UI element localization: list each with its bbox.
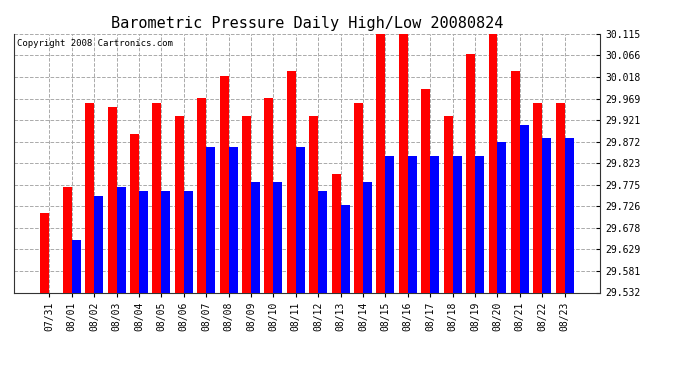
- Bar: [363, 182, 372, 292]
- Bar: [542, 138, 551, 292]
- Bar: [431, 156, 440, 292]
- Bar: [86, 102, 95, 292]
- Bar: [63, 187, 72, 292]
- Bar: [309, 116, 318, 292]
- Bar: [219, 76, 228, 292]
- Bar: [206, 147, 215, 292]
- Bar: [108, 107, 117, 292]
- Bar: [408, 156, 417, 292]
- Bar: [399, 27, 408, 292]
- Bar: [453, 156, 462, 292]
- Bar: [497, 142, 506, 292]
- Bar: [377, 27, 386, 292]
- Bar: [533, 102, 542, 292]
- Bar: [184, 191, 193, 292]
- Bar: [520, 125, 529, 292]
- Bar: [287, 72, 296, 292]
- Bar: [117, 187, 126, 292]
- Bar: [564, 138, 573, 292]
- Bar: [511, 72, 520, 292]
- Bar: [264, 98, 273, 292]
- Bar: [318, 191, 327, 292]
- Bar: [341, 205, 350, 292]
- Bar: [296, 147, 305, 292]
- Bar: [175, 116, 184, 292]
- Title: Barometric Pressure Daily High/Low 20080824: Barometric Pressure Daily High/Low 20080…: [111, 16, 503, 31]
- Bar: [475, 156, 484, 292]
- Bar: [466, 54, 475, 292]
- Bar: [152, 102, 161, 292]
- Bar: [72, 240, 81, 292]
- Bar: [41, 213, 50, 292]
- Bar: [197, 98, 206, 292]
- Bar: [228, 147, 237, 292]
- Bar: [444, 116, 453, 292]
- Bar: [386, 156, 395, 292]
- Bar: [139, 191, 148, 292]
- Bar: [555, 102, 564, 292]
- Bar: [273, 182, 282, 292]
- Bar: [354, 102, 363, 292]
- Bar: [332, 174, 341, 292]
- Bar: [242, 116, 251, 292]
- Bar: [161, 191, 170, 292]
- Bar: [422, 89, 431, 292]
- Bar: [130, 134, 139, 292]
- Bar: [489, 27, 497, 292]
- Text: Copyright 2008 Cartronics.com: Copyright 2008 Cartronics.com: [17, 39, 172, 48]
- Bar: [251, 182, 260, 292]
- Bar: [95, 196, 103, 292]
